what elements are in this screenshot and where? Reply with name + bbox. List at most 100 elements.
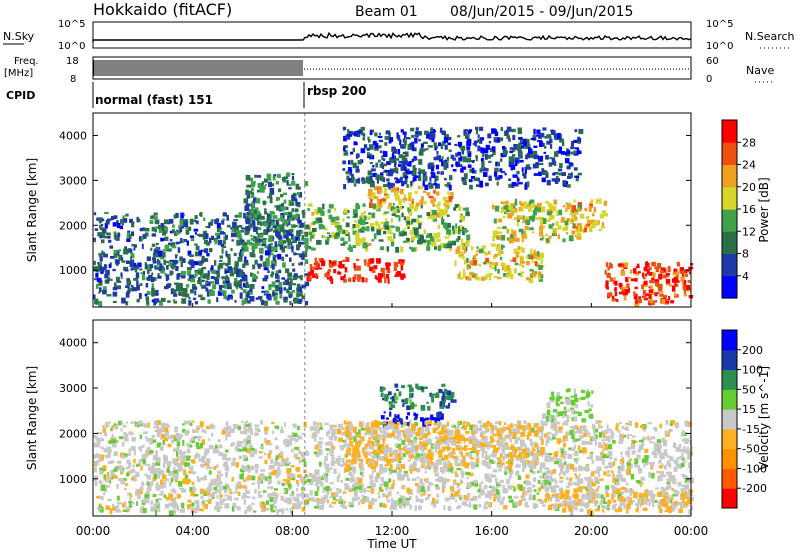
heatmap-cell [181, 298, 187, 304]
heatmap-cell [500, 201, 506, 205]
heatmap-cell [520, 271, 525, 274]
heatmap-cell [142, 271, 146, 277]
heatmap-cell [143, 425, 148, 428]
heatmap-cell [242, 299, 247, 305]
heatmap-cell [103, 235, 108, 239]
heatmap-cell [253, 448, 258, 455]
station-title: Hokkaido (fitACF) [93, 0, 232, 19]
heatmap-cell [244, 262, 249, 266]
heatmap-cell [95, 283, 99, 289]
heatmap-cell [297, 191, 300, 196]
heatmap-cell [638, 469, 642, 474]
heatmap-cell [169, 436, 174, 440]
heatmap-cell [665, 272, 670, 276]
heatmap-cell [255, 210, 260, 215]
heatmap-cell [280, 194, 284, 198]
heatmap-cell [252, 209, 257, 214]
heatmap-cell [319, 498, 323, 502]
heatmap-cell [301, 209, 306, 215]
heatmap-cell [313, 431, 318, 437]
heatmap-cell [410, 455, 413, 460]
heatmap-cell [154, 220, 159, 225]
heatmap-cell [547, 211, 552, 216]
heatmap-cell [363, 259, 367, 263]
heatmap-cell [547, 480, 552, 485]
heatmap-cell [354, 220, 357, 223]
heatmap-cell [395, 195, 400, 201]
heatmap-cell [141, 274, 145, 281]
heatmap-cell [380, 267, 385, 273]
heatmap-cell [340, 237, 345, 241]
heatmap-cell [264, 426, 269, 431]
heatmap-cell [281, 177, 286, 182]
heatmap-cell [182, 478, 186, 482]
heatmap-cell [376, 145, 382, 149]
heatmap-cell [179, 508, 184, 513]
heatmap-cell [565, 209, 568, 213]
heatmap-cell [190, 278, 195, 283]
heatmap-cell [327, 441, 333, 444]
heatmap-cell [492, 469, 498, 473]
heatmap-cell [130, 446, 136, 451]
heatmap-cell [431, 165, 435, 168]
heatmap-cell [687, 450, 692, 456]
heatmap-cell [461, 226, 465, 231]
noise-panel-frame [92, 21, 692, 49]
heatmap-cell [494, 131, 499, 137]
heatmap-cell [377, 135, 383, 138]
heatmap-cell [525, 164, 531, 169]
heatmap-cell [550, 129, 554, 133]
heatmap-cell [229, 272, 234, 277]
heatmap-cell [657, 476, 661, 482]
heatmap-cell [166, 460, 172, 467]
heatmap-cell [546, 134, 551, 139]
heatmap-cell [257, 242, 261, 246]
heatmap-cell [420, 169, 426, 174]
heatmap-cell [389, 168, 393, 173]
heatmap-cell [400, 230, 405, 235]
heatmap-cell [384, 187, 387, 194]
heatmap-cell [180, 237, 183, 244]
heatmap-cell [124, 437, 129, 442]
colorbar-tick-label: 12 [742, 225, 756, 238]
heatmap-cell [545, 155, 549, 160]
heatmap-cell [138, 236, 143, 242]
heatmap-cell [685, 284, 691, 290]
heatmap-cell [153, 216, 158, 221]
heatmap-cell [158, 246, 161, 250]
heatmap-cell [191, 502, 195, 507]
heatmap-cell [121, 257, 124, 262]
heatmap-cell [141, 444, 145, 448]
heatmap-cell [151, 434, 155, 438]
heatmap-cell [219, 499, 224, 505]
heatmap-cell [312, 227, 317, 233]
heatmap-cell [484, 473, 490, 480]
heatmap-cell [537, 139, 542, 143]
heatmap-cell [466, 482, 472, 488]
heatmap-cell [671, 278, 677, 283]
heatmap-cell [271, 219, 275, 224]
heatmap-cell [195, 442, 200, 448]
heatmap-cell [216, 218, 220, 223]
heatmap-cell [518, 263, 523, 266]
heatmap-cell [508, 459, 513, 465]
heatmap-cell [215, 232, 220, 236]
heatmap-cell [465, 452, 469, 456]
heatmap-cell [549, 208, 554, 214]
heatmap-cell [469, 260, 475, 265]
heatmap-cell [182, 423, 185, 426]
heatmap-cell [307, 208, 310, 211]
heatmap-cell [141, 227, 146, 231]
heatmap-cell [557, 133, 562, 140]
heatmap-cell [533, 145, 538, 148]
heatmap-cell [267, 224, 271, 228]
heatmap-cell [105, 424, 110, 427]
heatmap-cell [521, 231, 526, 235]
heatmap-cell [471, 246, 474, 251]
heatmap-cell [264, 178, 268, 183]
heatmap-cell [477, 488, 482, 493]
heatmap-cell [296, 488, 299, 492]
heatmap-cell [455, 223, 458, 229]
heatmap-cell [349, 131, 352, 135]
heatmap-cell [321, 261, 326, 267]
